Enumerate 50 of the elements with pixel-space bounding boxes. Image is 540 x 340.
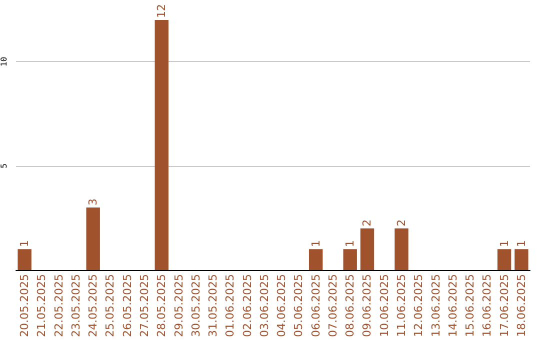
x-tick-label: 17.06.2025 — [498, 274, 511, 337]
x-tick-label: 14.06.2025 — [446, 274, 460, 337]
x-tick-label: 10.06.2025 — [378, 274, 391, 337]
bar — [154, 20, 168, 270]
x-tick-label: 11.06.2025 — [395, 274, 408, 337]
x-tick-label: 25.05.2025 — [104, 274, 117, 337]
x-tick-label: 22.05.2025 — [52, 274, 66, 337]
x-tick-label: 01.06.2025 — [224, 274, 237, 337]
x-tick-label: 21.05.2025 — [35, 274, 48, 337]
data-label: 2 — [395, 219, 408, 226]
x-tick-label: 28.05.2025 — [155, 274, 168, 337]
bar — [308, 249, 323, 270]
x-tick-label: 20.05.2025 — [18, 274, 32, 337]
bar — [497, 249, 512, 270]
x-tick-label: 02.06.2025 — [240, 274, 254, 337]
x-tick-label: 07.06.2025 — [326, 274, 340, 337]
data-label: 12 — [155, 4, 168, 18]
bar — [514, 249, 528, 270]
x-tick-label: 05.06.2025 — [292, 274, 306, 337]
x-tick-label: 04.06.2025 — [275, 274, 288, 337]
x-tick-label: 15.06.2025 — [464, 274, 477, 337]
y-tick-label: 10 — [0, 56, 8, 66]
x-tick-label: 18.06.2025 — [514, 274, 528, 337]
data-label: 3 — [86, 198, 100, 206]
x-tick-label: 24.05.2025 — [86, 274, 100, 337]
x-tick-label: 27.05.2025 — [138, 274, 151, 337]
x-tick-label: 13.06.2025 — [429, 274, 442, 337]
x-tick-label: 23.05.2025 — [69, 274, 82, 337]
x-tick-label: 08.06.2025 — [344, 274, 357, 337]
data-label: 1 — [344, 240, 357, 248]
x-tick-label: 16.06.2025 — [480, 274, 494, 337]
data-label: 1 — [18, 240, 32, 248]
bar — [394, 228, 408, 270]
data-label: 1 — [498, 240, 511, 248]
y-tick-label: 5 — [0, 163, 8, 168]
bar — [360, 228, 374, 270]
data-label: 1 — [309, 240, 322, 248]
x-tick-label: 31.05.2025 — [206, 274, 220, 337]
x-tick-label: 29.05.2025 — [172, 274, 186, 337]
x-tick-label: 30.05.2025 — [189, 274, 202, 337]
x-tick-label: 09.06.2025 — [360, 274, 374, 337]
bar — [86, 208, 100, 270]
x-tick-label: 12.06.2025 — [412, 274, 426, 337]
data-label: 1 — [514, 240, 528, 248]
data-label: 2 — [360, 219, 374, 226]
bar — [18, 249, 32, 270]
x-tick-label: 03.06.2025 — [258, 274, 271, 337]
x-tick-label: 26.05.2025 — [120, 274, 134, 337]
x-tick-label: 06.06.2025 — [309, 274, 322, 337]
bar — [343, 249, 357, 270]
